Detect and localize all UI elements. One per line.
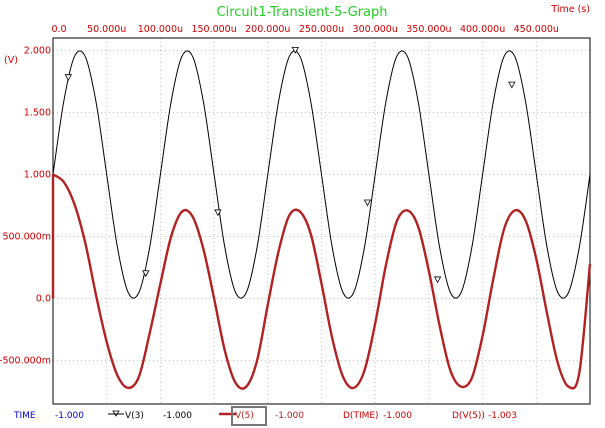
series-line-v5[interactable]: [52, 173, 592, 390]
x-tick-label: 100.000u: [138, 24, 183, 35]
x-tick-label: 450.000u: [514, 24, 559, 35]
y-tick-label: 500.000m: [2, 232, 51, 243]
y-axis-label: (V): [4, 55, 18, 66]
v3-marker-point: [363, 199, 372, 207]
legend-v5-label: V(5): [235, 411, 254, 421]
y-tick-label: 1.000: [24, 169, 51, 180]
legend-time-label: TIME: [13, 411, 36, 421]
x-tick-label: 250.000u: [299, 24, 344, 35]
y-axis-ticks: 2.000 1.500 1.000 500.000m 0.0 -500.000m: [0, 45, 51, 366]
x-axis-ticks: 0.0 50.000u 100.000u 150.000u 200.000u 250.00…: [51, 24, 559, 35]
x-tick-label: 400.000u: [460, 24, 505, 35]
legend-v3-label: V(3): [125, 411, 144, 421]
y-tick-label: -500.000m: [0, 356, 51, 367]
x-tick-label: 300.000u: [353, 24, 398, 35]
chart-title: Circuit1-Transient-5-Graph: [217, 5, 388, 20]
legend-v5-value: -1.000: [275, 411, 304, 421]
y-tick-label: 1.500: [24, 107, 51, 118]
x-tick-label: 0.0: [51, 24, 66, 35]
legend-v3-value: -1.000: [163, 411, 192, 421]
legend-v3-swatch[interactable]: [108, 410, 124, 417]
series-line-v3[interactable]: [52, 50, 591, 299]
x-tick-label: 350.000u: [406, 24, 451, 35]
v3-marker-point: [142, 270, 150, 278]
legend-v5-swatch[interactable]: [219, 406, 267, 426]
v3-marker-point: [291, 47, 299, 54]
cursor-legend: TIME -1.000 V(3) -1.000 V(5) -1.000 D(TI…: [13, 406, 517, 426]
v3-marker-point: [433, 276, 442, 284]
legend-dtime-label: D(TIME): [343, 411, 379, 421]
x-tick-label: 200.000u: [245, 24, 290, 35]
v3-marker-point: [64, 74, 73, 82]
v3-marker-point: [214, 209, 222, 217]
legend-time-value: -1.000: [55, 411, 84, 421]
legend-dtime-value: -1.000: [383, 411, 412, 421]
x-axis-label: Time (s): [550, 4, 590, 15]
legend-dv5-label: D(V(5)): [452, 411, 485, 421]
triangle-marker-icon: [112, 410, 120, 417]
legend-selection-box: [231, 406, 267, 426]
marker-layer: [64, 47, 516, 284]
v3-marker-point: [508, 81, 516, 89]
x-tick-label: 50.000u: [87, 24, 126, 35]
y-tick-label: 2.000: [24, 45, 51, 56]
x-tick-label: 150.000u: [191, 24, 236, 35]
series-layer: [51, 50, 592, 390]
legend-dv5-value: -1.003: [488, 411, 517, 421]
y-tick-label: 0.0: [36, 294, 51, 305]
